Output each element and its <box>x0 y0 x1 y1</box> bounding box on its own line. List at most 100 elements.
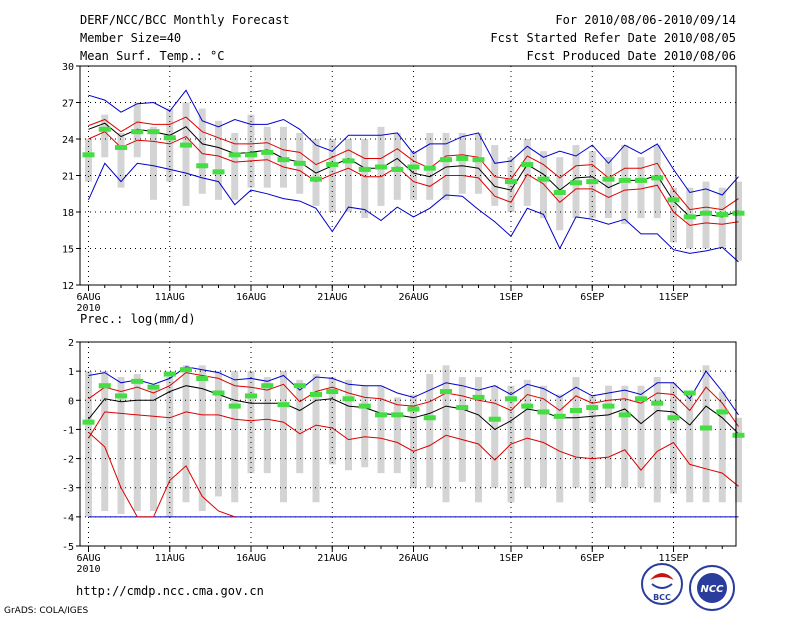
y-tick-label: -1 <box>62 425 74 436</box>
observed-marker <box>375 412 387 418</box>
ensemble-spread-bar <box>442 365 450 503</box>
ensemble-spread-bar <box>735 181 742 261</box>
y-tick-label: 24 <box>62 135 74 146</box>
variable-label-bottom: Prec.: log(mm/d) <box>80 312 196 326</box>
forecast-produced: Fcst Produced Date 2010/08/06 <box>526 49 736 63</box>
y-tick-label: 1 <box>68 367 74 378</box>
y-tick-label: -3 <box>62 484 74 495</box>
observed-marker <box>537 409 550 415</box>
ensemble-spread-bar <box>621 385 629 488</box>
observed-marker <box>82 152 95 158</box>
observed-marker <box>326 162 339 168</box>
observed-marker <box>180 142 192 148</box>
ensemble-spread-bar <box>198 108 206 194</box>
observed-marker <box>147 384 160 390</box>
observed-marker <box>456 405 469 411</box>
observed-marker <box>277 402 290 408</box>
ensemble-spread-bar <box>101 114 109 158</box>
ensemble-spread-bar <box>117 132 125 188</box>
ensemble-spread-bar <box>182 365 190 503</box>
observed-marker <box>456 155 469 161</box>
ensemble-spread-bar <box>198 365 206 512</box>
ensemble-spread-bar <box>150 126 157 200</box>
observed-marker <box>131 378 144 384</box>
x-tick-label: 11SEP <box>658 292 688 303</box>
source-url[interactable]: http://cmdp.ncc.cma.gov.cn <box>76 584 264 598</box>
ensemble-spread-bar <box>426 374 434 488</box>
ensemble-spread-bar <box>637 157 645 219</box>
observed-marker <box>732 210 745 216</box>
observed-marker <box>700 210 712 216</box>
ensemble-spread-bar <box>263 376 271 474</box>
observed-marker <box>732 432 745 438</box>
observed-marker <box>667 197 680 203</box>
observed-marker <box>196 163 209 169</box>
x-tick-label: 26AUG <box>398 553 428 564</box>
observed-marker <box>163 135 176 141</box>
series-line-max <box>88 89 739 196</box>
observed-marker <box>602 403 615 409</box>
x-tick-label: 21AUG <box>317 553 347 564</box>
observed-marker <box>635 177 647 183</box>
observed-marker <box>212 390 225 396</box>
ensemble-spread-bar <box>491 145 499 206</box>
ensemble-spread-bar <box>670 382 677 494</box>
ensemble-spread-bar <box>117 376 125 514</box>
ensemble-spread-bar <box>231 132 239 200</box>
ensemble-spread-bar <box>215 120 222 200</box>
observed-marker <box>358 403 371 409</box>
series-line-upper <box>88 372 739 427</box>
observed-marker <box>196 375 209 381</box>
observed-marker <box>293 383 306 389</box>
chart-title: DERF/NCC/BCC Monthly Forecast <box>80 13 290 27</box>
x-tick-label: 26AUG <box>398 292 428 303</box>
ensemble-spread-bar <box>182 102 190 206</box>
ensemble-spread-bar <box>523 379 531 488</box>
y-tick-label: 15 <box>62 245 74 256</box>
series-line-min <box>88 162 739 263</box>
y-tick-label: 21 <box>62 172 74 183</box>
observed-marker <box>98 126 111 132</box>
ensemble-spread-bar <box>393 397 401 474</box>
ensemble-spread-bar <box>670 187 677 243</box>
observed-marker <box>553 413 566 419</box>
observed-marker <box>293 160 306 166</box>
bcc-logo-text: BCC <box>653 593 671 602</box>
ensemble-spread-bar <box>312 139 320 206</box>
observed-marker <box>440 157 452 163</box>
ensemble-spread-bar <box>475 132 482 194</box>
ensemble-spread-bar <box>328 139 336 212</box>
ncc-logo: NCC <box>689 565 735 611</box>
observed-marker <box>326 389 339 395</box>
ensemble-spread-bar <box>166 108 174 182</box>
forecast-range: For 2010/08/06-2010/09/14 <box>555 13 736 27</box>
plot-frame <box>79 341 737 547</box>
observed-marker <box>667 415 680 421</box>
observed-marker <box>180 367 192 373</box>
ensemble-spread-bar <box>540 385 547 488</box>
ensemble-spread-bar <box>718 187 726 249</box>
ensemble-spread-bar <box>475 376 482 503</box>
observed-marker <box>570 180 582 186</box>
ensemble-spread-bar <box>345 139 352 212</box>
observed-marker <box>472 394 485 400</box>
ensemble-spread-bar <box>393 132 401 200</box>
x-tick-label: 1SEP <box>499 553 523 564</box>
y-tick-label: -4 <box>62 513 74 524</box>
observed-marker <box>716 211 729 217</box>
ensemble-spread-bar <box>296 379 304 474</box>
observed-marker <box>115 393 127 399</box>
ensemble-spread-bar <box>345 379 352 471</box>
ensemble-spread-bar <box>702 365 710 503</box>
ncc-logo-text: NCC <box>700 584 724 595</box>
y-tick-label: 0 <box>68 396 74 407</box>
observed-marker <box>375 164 387 170</box>
y-tick-label: 27 <box>62 99 74 110</box>
ensemble-spread-bar <box>312 374 320 503</box>
observed-marker <box>440 389 452 395</box>
ensemble-spread-bar <box>621 145 629 225</box>
x-tick-label: 6AUG <box>76 553 100 564</box>
observed-marker <box>147 129 160 135</box>
